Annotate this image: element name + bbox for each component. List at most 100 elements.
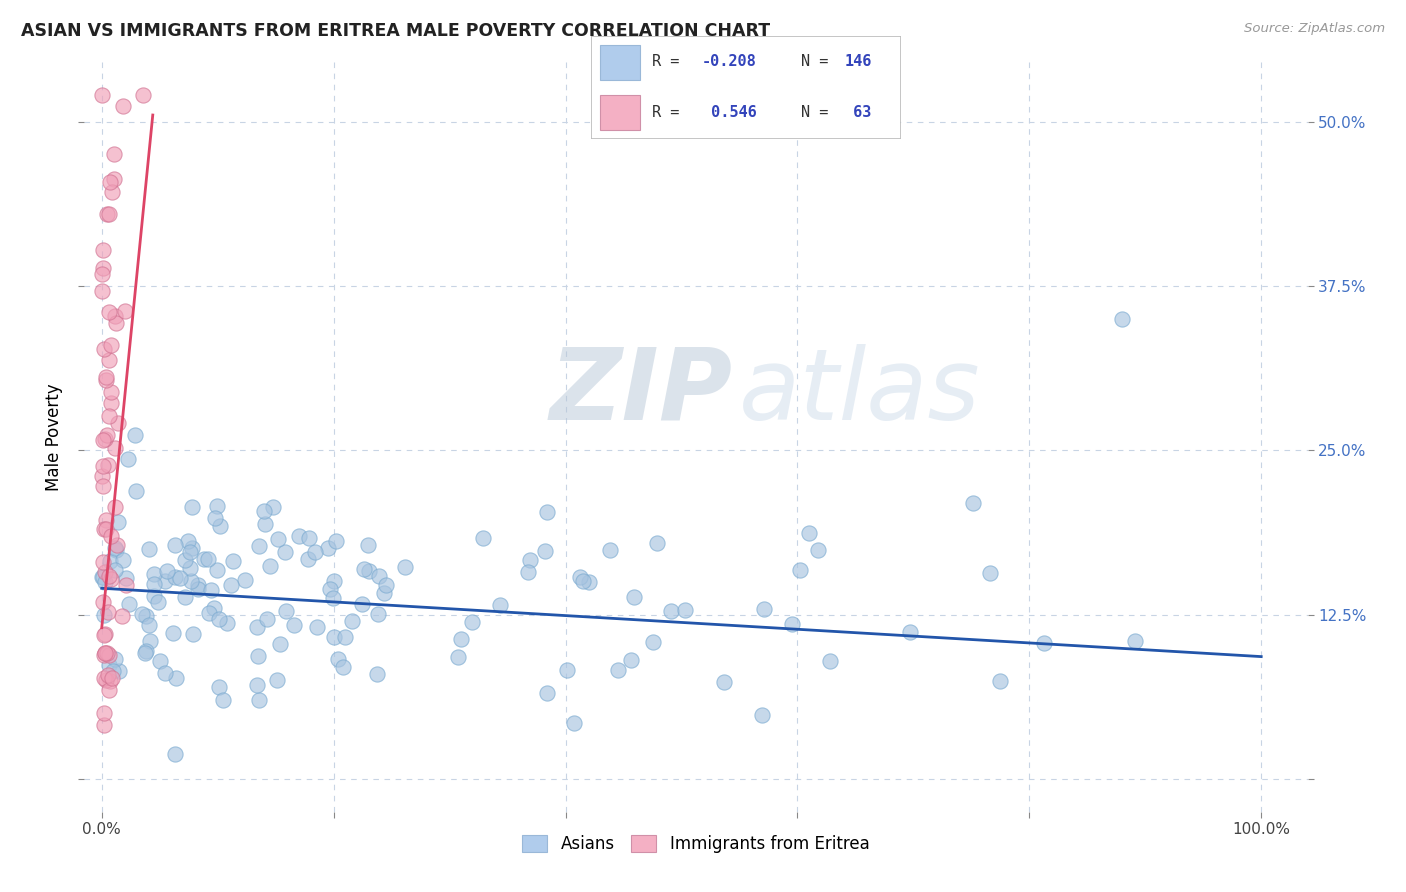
Point (104, 441, 127, 455)
Point (91, 284, 114, 298)
Point (174, 590, 197, 604)
Point (287, 529, 309, 543)
Point (156, 564, 179, 578)
Point (104, 652, 127, 666)
Point (100, 572, 122, 586)
Point (247, 539, 270, 553)
Point (283, 617, 305, 632)
Point (266, 673, 288, 687)
Text: 0.546: 0.546 (702, 104, 756, 120)
Point (373, 586, 395, 600)
Point (181, 500, 204, 514)
Point (162, 625, 184, 640)
Point (269, 637, 291, 651)
Point (143, 589, 166, 603)
Point (163, 538, 186, 552)
Point (562, 715, 585, 730)
Point (94, 433, 117, 447)
Point (165, 569, 187, 583)
Point (789, 564, 811, 578)
Point (471, 531, 494, 545)
Legend: Asians, Immigrants from Eritrea: Asians, Immigrants from Eritrea (516, 828, 876, 860)
Point (259, 558, 281, 573)
Point (645, 536, 668, 550)
Point (962, 496, 984, 510)
Point (149, 654, 172, 668)
Text: 63: 63 (844, 104, 872, 120)
Point (568, 570, 591, 584)
Point (104, 542, 127, 557)
Point (97, 305, 120, 319)
Point (98, 553, 121, 567)
Point (181, 541, 204, 555)
Point (94, 370, 117, 384)
Point (101, 665, 124, 679)
Point (165, 671, 187, 685)
Point (107, 515, 129, 529)
Point (103, 172, 125, 186)
Point (98, 683, 121, 698)
Point (131, 607, 153, 621)
Point (516, 565, 538, 579)
Point (94, 513, 117, 527)
Point (641, 635, 664, 649)
Point (578, 574, 600, 589)
Point (256, 612, 278, 626)
Point (180, 574, 202, 588)
Point (91, 261, 114, 276)
Point (118, 597, 141, 611)
Point (1123, 634, 1146, 648)
Point (100, 384, 122, 399)
Point (534, 544, 557, 558)
Point (187, 582, 209, 596)
Point (93, 671, 115, 685)
Point (132, 88, 155, 103)
Point (319, 582, 342, 597)
Point (138, 542, 160, 557)
Point (117, 451, 139, 466)
Point (367, 569, 389, 583)
Point (91, 468, 114, 483)
Point (367, 607, 389, 621)
Point (350, 597, 373, 611)
Point (108, 664, 131, 678)
Point (198, 606, 221, 620)
Text: ASIAN VS IMMIGRANTS FROM ERITREA MALE POVERTY CORRELATION CHART: ASIAN VS IMMIGRANTS FROM ERITREA MALE PO… (21, 22, 770, 40)
Point (91, 555, 114, 569)
Point (90, 267, 112, 281)
Point (98, 409, 121, 424)
Y-axis label: Male Poverty: Male Poverty (45, 384, 63, 491)
Point (461, 615, 484, 629)
Point (246, 678, 269, 692)
Point (673, 602, 696, 616)
Point (304, 545, 326, 559)
Point (222, 554, 245, 568)
Point (780, 616, 803, 631)
Point (179, 561, 201, 575)
Point (179, 545, 201, 559)
Point (104, 500, 127, 514)
Point (91, 243, 114, 257)
Point (96, 207, 118, 221)
Point (205, 563, 228, 577)
FancyBboxPatch shape (600, 95, 640, 130)
Point (153, 666, 176, 681)
Point (752, 601, 775, 615)
Point (103, 147, 125, 161)
Point (98, 673, 121, 688)
Point (713, 675, 735, 690)
Point (91, 594, 114, 608)
Text: N =: N = (801, 104, 846, 120)
Point (93, 608, 115, 623)
Text: ZIP: ZIP (550, 343, 733, 441)
Point (233, 574, 256, 588)
Point (104, 309, 127, 323)
Point (138, 617, 160, 632)
Point (807, 542, 830, 557)
Point (246, 620, 269, 634)
Point (323, 574, 346, 588)
Point (204, 511, 226, 525)
Point (148, 595, 170, 609)
Point (751, 708, 773, 723)
Point (316, 541, 339, 555)
